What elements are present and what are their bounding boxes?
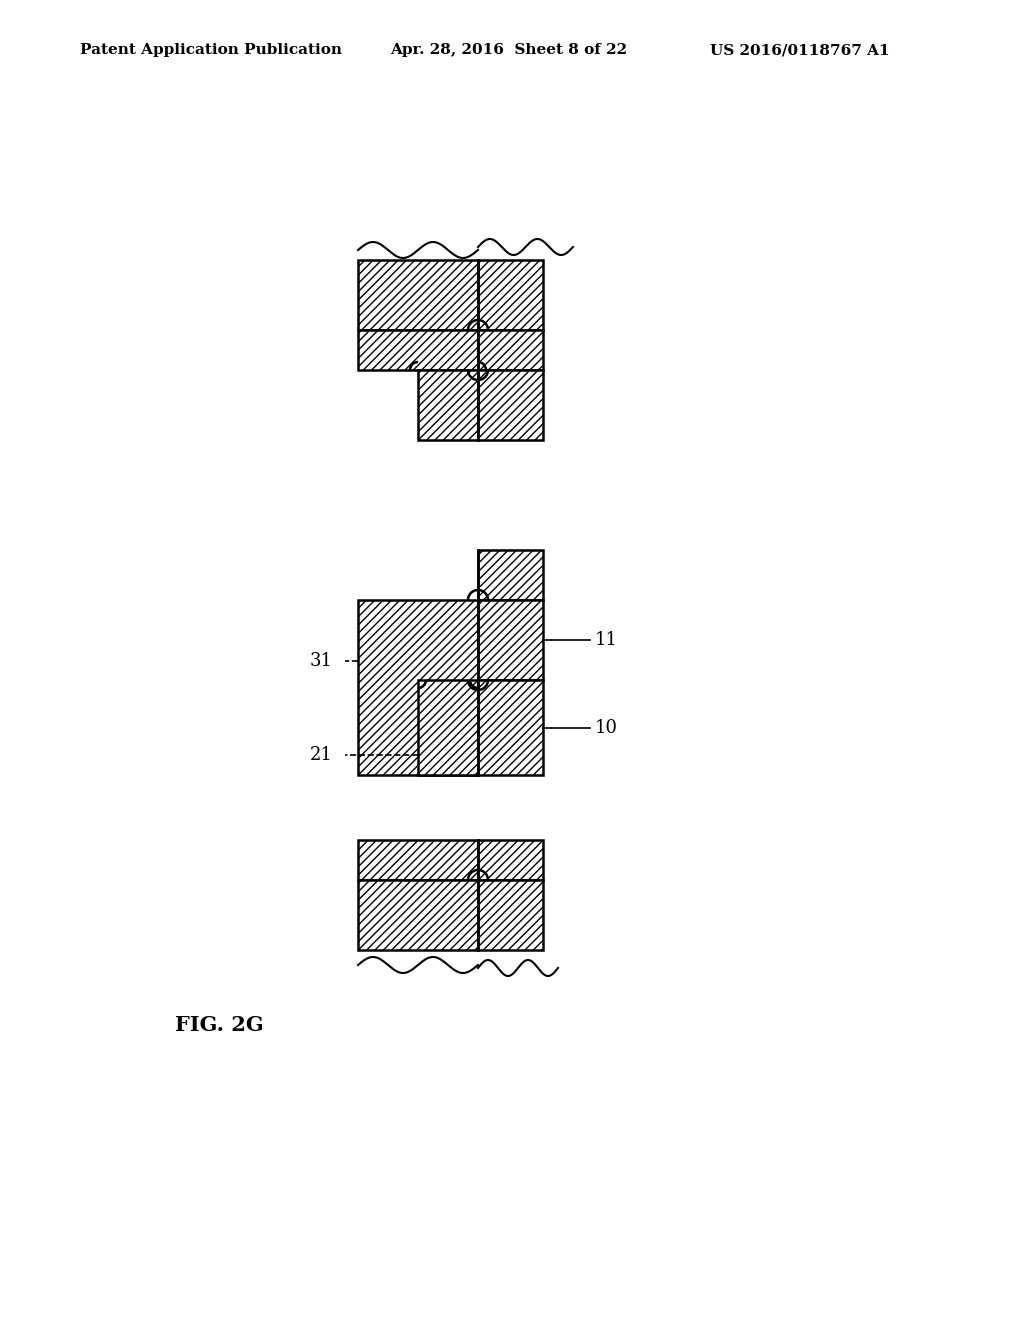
Bar: [478, 370, 543, 440]
Bar: [418, 370, 478, 440]
Bar: [358, 840, 478, 880]
Bar: [478, 550, 543, 601]
Bar: [478, 330, 543, 370]
Bar: [478, 601, 543, 680]
Text: FIG. 2G: FIG. 2G: [175, 1015, 263, 1035]
Bar: [358, 880, 478, 950]
Bar: [478, 840, 543, 880]
Bar: [418, 680, 478, 775]
Bar: [358, 601, 478, 775]
Text: US 2016/0118767 A1: US 2016/0118767 A1: [710, 44, 890, 57]
Text: Apr. 28, 2016  Sheet 8 of 22: Apr. 28, 2016 Sheet 8 of 22: [390, 44, 627, 57]
Bar: [358, 330, 478, 370]
Text: 21: 21: [310, 746, 333, 764]
Bar: [478, 260, 543, 330]
Text: Patent Application Publication: Patent Application Publication: [80, 44, 342, 57]
Text: 11: 11: [595, 631, 618, 649]
Bar: [478, 680, 543, 775]
Text: 31: 31: [310, 652, 333, 671]
Bar: [358, 260, 478, 330]
Text: 10: 10: [595, 719, 618, 737]
Bar: [478, 880, 543, 950]
